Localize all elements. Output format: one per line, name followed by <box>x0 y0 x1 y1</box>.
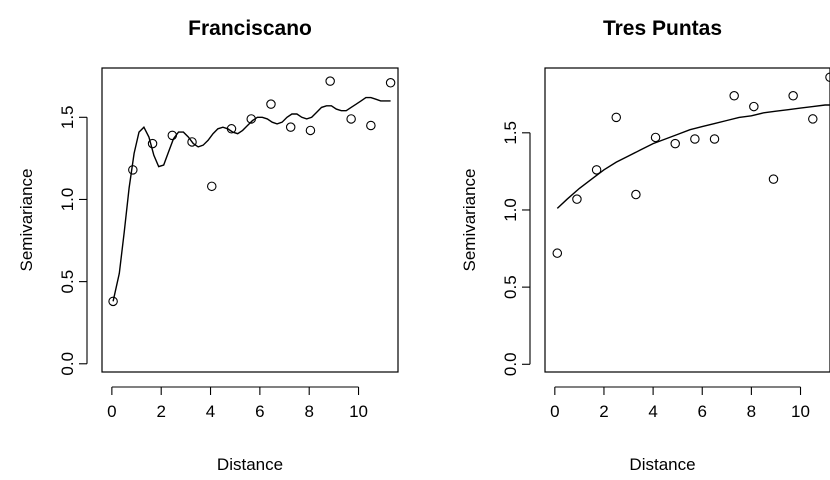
data-point <box>788 91 798 101</box>
data-point <box>808 114 818 124</box>
data-point <box>325 76 335 86</box>
data-point <box>385 78 396 88</box>
data-point <box>128 165 138 175</box>
chart-title: Tres Puntas <box>603 17 722 40</box>
x-tick-label: 4 <box>206 402 215 421</box>
y-tick-label: 1.0 <box>58 188 77 212</box>
x-tick-label: 0 <box>550 402 559 421</box>
y-axis-label: Semivariance <box>460 169 479 272</box>
x-tick-label: 0 <box>107 402 116 421</box>
x-tick-label: 4 <box>648 402 657 421</box>
data-point <box>572 194 582 204</box>
x-tick-label: 8 <box>304 402 313 421</box>
data-point <box>266 99 276 109</box>
y-tick-label: 1.5 <box>58 105 77 129</box>
x-tick-label: 10 <box>791 402 810 421</box>
x-tick-label: 6 <box>255 402 264 421</box>
y-tick-label: 0.0 <box>58 352 77 376</box>
data-point <box>729 91 739 101</box>
data-point <box>650 132 661 143</box>
data-point <box>670 138 680 149</box>
data-point <box>187 137 197 147</box>
data-point <box>825 72 830 83</box>
data-point <box>285 122 296 132</box>
y-axis-label: Semivariance <box>17 169 36 272</box>
data-point <box>709 134 720 144</box>
plot-frame <box>101 67 399 373</box>
y-tick-label: 0.5 <box>501 275 520 299</box>
fitted-curve <box>556 104 830 209</box>
x-tick-label: 2 <box>599 402 608 421</box>
data-point <box>207 181 217 192</box>
data-point <box>147 138 158 149</box>
data-point <box>690 134 700 144</box>
y-tick-label: 1.5 <box>501 121 520 145</box>
data-point <box>749 101 759 112</box>
x-tick-label: 2 <box>156 402 165 421</box>
chart-title: Franciscano <box>188 17 312 40</box>
x-tick-label: 8 <box>747 402 756 421</box>
data-point <box>611 112 621 123</box>
x-tick-label: 10 <box>349 402 368 421</box>
x-tick-label: 6 <box>698 402 707 421</box>
data-point <box>768 174 779 184</box>
fitted-curve <box>112 96 391 302</box>
y-tick-label: 0.0 <box>501 352 520 376</box>
plot-frame <box>544 67 830 373</box>
data-point <box>167 130 178 141</box>
data-point <box>305 125 316 136</box>
x-axis-label: Distance <box>217 455 283 474</box>
y-tick-label: 0.5 <box>58 270 77 294</box>
data-point <box>552 248 563 258</box>
data-point <box>108 296 118 307</box>
x-axis-label: Distance <box>629 455 695 474</box>
data-point <box>246 114 256 124</box>
tres-puntas-panel: 0 2 4 6 8 10 0.0 0.5 1.0 1.5 Tres Puntas Distance Se… <box>460 17 830 474</box>
franciscano-panel: 0 2 4 6 8 10 0.0 0.5 1.0 1.5 Franciscano Distance Se… <box>17 17 399 474</box>
data-point <box>366 120 376 131</box>
data-point <box>591 165 602 175</box>
data-point <box>346 114 356 124</box>
y-tick-label: 1.0 <box>501 198 520 222</box>
data-point <box>226 124 237 134</box>
data-point <box>631 189 641 200</box>
